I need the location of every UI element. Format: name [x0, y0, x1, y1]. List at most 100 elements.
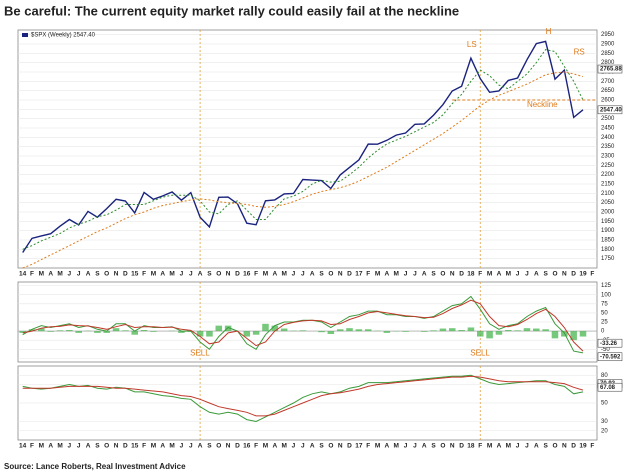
histogram-bar [570, 331, 577, 341]
x-tick-label: A [534, 443, 539, 450]
x-tick-label: F [254, 271, 258, 278]
y-tick-label: 2050 [601, 200, 615, 206]
x-tick-label: J [516, 443, 520, 450]
x-tick-label: M [169, 271, 174, 278]
y-tick-label: -50 [601, 347, 610, 353]
histogram-bar [486, 331, 493, 339]
value-tag-label: 2547.40 [600, 107, 622, 113]
x-tick-label: M [506, 443, 511, 450]
histogram-bar [252, 331, 260, 335]
histogram-bar [476, 331, 484, 337]
histogram-bar [514, 330, 521, 332]
y-tick-label: 2450 [601, 126, 615, 132]
x-tick-label: J [189, 271, 193, 278]
y-tick-label: 30 [601, 419, 608, 425]
x-tick-label: F [590, 443, 594, 450]
x-tick-label: N [226, 271, 231, 278]
histogram-bar [318, 331, 325, 333]
y-tick-label: 1750 [601, 256, 615, 262]
x-tick-label: J [413, 443, 417, 450]
y-tick-label: 2250 [601, 163, 615, 169]
series-line [22, 49, 584, 250]
x-tick-label: O [104, 271, 109, 278]
x-tick-label: 18 [467, 443, 475, 450]
x-tick-label: S [543, 271, 548, 278]
x-tick-label: N [226, 443, 231, 450]
x-tick-label: 14 [19, 271, 27, 278]
x-tick-label: O [440, 271, 445, 278]
y-tick-label: 2150 [601, 182, 615, 188]
value-tag [597, 64, 623, 74]
annotation: H [546, 27, 552, 36]
x-tick-label: 18 [467, 271, 475, 278]
x-tick-label: O [440, 443, 445, 450]
x-tick-label: A [272, 271, 277, 278]
x-tick-label: F [30, 443, 34, 450]
x-tick-label: J [525, 443, 529, 450]
histogram-bar [505, 330, 512, 332]
histogram-bar [56, 330, 64, 332]
annotation: Neckline [527, 100, 558, 109]
histogram-bar [140, 330, 148, 332]
x-tick-label: D [459, 271, 464, 278]
x-tick-label: O [216, 271, 221, 278]
x-tick-label: M [506, 271, 511, 278]
x-tick-label: J [77, 271, 81, 278]
y-tick-label: 25 [601, 320, 608, 326]
annotation: SELL [190, 349, 210, 358]
x-tick-label: A [198, 271, 203, 278]
histogram-bar [103, 331, 110, 333]
x-tick-label: N [450, 443, 455, 450]
x-tick-label: M [263, 443, 268, 450]
series-line [22, 295, 584, 354]
x-tick-label: 15 [131, 271, 139, 278]
x-tick-label: J [301, 443, 305, 450]
x-tick-label: A [497, 443, 502, 450]
histogram-bar [495, 331, 503, 335]
x-tick-label: F [366, 443, 370, 450]
x-tick-label: F [590, 271, 594, 278]
x-tick-label: D [235, 271, 240, 278]
x-tick-label: M [394, 443, 399, 450]
x-tick-label: M [151, 443, 156, 450]
x-tick-label: A [86, 271, 91, 278]
histogram-bar [467, 327, 475, 332]
x-tick-label: A [48, 271, 53, 278]
x-tick-label: M [375, 271, 380, 278]
series-line [22, 375, 584, 417]
value-tag-label: -70.592 [600, 354, 621, 360]
x-tick-label: 15 [131, 443, 139, 450]
histogram-bar [523, 328, 531, 332]
histogram-bar [150, 331, 157, 332]
x-tick-label: A [310, 271, 315, 278]
histogram-bar [551, 331, 559, 339]
histogram-bar [178, 331, 185, 333]
y-tick-label: 2600 [601, 98, 615, 104]
x-tick-label: 17 [355, 443, 363, 450]
series-line [22, 299, 584, 352]
histogram-bar [533, 328, 540, 332]
histogram-bar [402, 331, 409, 332]
x-tick-label: J [292, 271, 296, 278]
y-tick-label: 2200 [601, 172, 615, 178]
x-tick-label: D [347, 443, 352, 450]
x-tick-label: A [160, 271, 165, 278]
panel-frame [17, 29, 598, 269]
source: Source: Lance Roberts, Real Investment A… [4, 462, 186, 471]
y-tick-label: 2100 [601, 191, 615, 197]
histogram-bar [336, 329, 344, 332]
x-tick-label: J [525, 271, 529, 278]
x-tick-label: M [281, 443, 286, 450]
x-tick-label: J [516, 271, 520, 278]
x-tick-label: S [95, 271, 100, 278]
x-tick-label: A [198, 443, 203, 450]
histogram-bar [430, 330, 437, 332]
x-tick-label: S [431, 443, 436, 450]
y-tick-label: 2650 [601, 88, 615, 94]
x-tick-label: S [319, 271, 324, 278]
x-tick-label: A [422, 271, 427, 278]
x-tick-label: M [151, 271, 156, 278]
x-tick-label: D [235, 443, 240, 450]
x-tick-label: A [48, 443, 53, 450]
x-tick-label: O [216, 443, 221, 450]
